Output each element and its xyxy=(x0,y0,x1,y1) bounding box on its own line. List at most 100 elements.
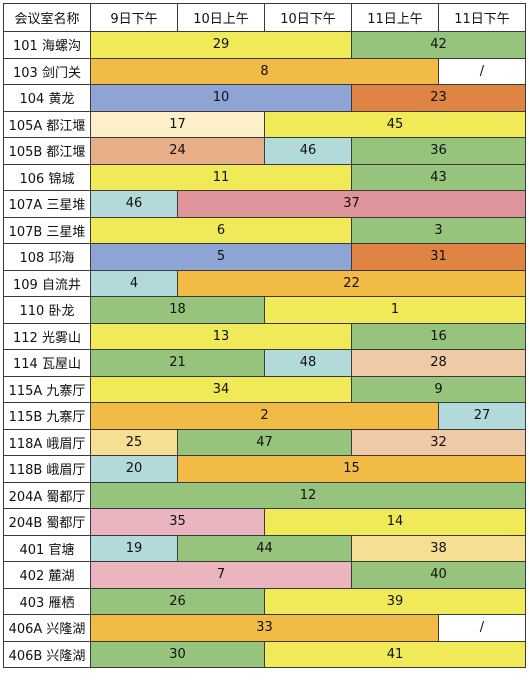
booking-segment-cell: 17 xyxy=(90,110,265,138)
booking-segment-cell: 29 xyxy=(90,31,352,59)
table-row: 402 麓湖 7 40 xyxy=(3,561,526,589)
room-name-cell: 115A 九寨厅 xyxy=(3,375,91,403)
table-row: 204B 蜀都厅 35 14 xyxy=(3,508,526,536)
table-row: 115A 九寨厅 34 9 xyxy=(3,375,526,403)
header-row: 会议室名称 9日下午 10日上午 10日下午 11日上午 11日下午 xyxy=(3,3,526,32)
room-name-cell: 401 官塘 xyxy=(3,534,91,562)
booking-segment-cell: 40 xyxy=(351,561,526,589)
booking-segment-cell: 37 xyxy=(177,190,526,218)
booking-segment-cell: 6 xyxy=(90,216,352,244)
booking-segment-cell: 3 xyxy=(351,216,526,244)
room-name-cell: 406B 兴隆湖 xyxy=(3,640,91,668)
booking-segment-cell: 19 xyxy=(90,534,178,562)
booking-segment-cell: 28 xyxy=(351,349,526,377)
booking-segment-cell: 26 xyxy=(90,587,265,615)
booking-segment-cell: 21 xyxy=(90,349,265,377)
table-row: 107B 三星堆 6 3 xyxy=(3,216,526,244)
booking-segment-cell: 48 xyxy=(264,349,352,377)
booking-segment-cell: 23 xyxy=(351,84,526,112)
booking-segment-cell: 46 xyxy=(264,137,352,165)
booking-segment-cell: 35 xyxy=(90,508,265,536)
booking-segment-cell: 8 xyxy=(90,57,439,85)
booking-segment-cell: 12 xyxy=(90,481,526,509)
table-header: 会议室名称 9日下午 10日上午 10日下午 11日上午 11日下午 xyxy=(3,3,526,32)
header-slot-11-am: 11日上午 xyxy=(351,3,439,32)
header-room-name: 会议室名称 xyxy=(3,3,91,32)
room-name-cell: 107B 三星堆 xyxy=(3,216,91,244)
booking-segment-cell: 27 xyxy=(438,402,526,430)
table-row: 110 卧龙 18 1 xyxy=(3,296,526,324)
table-row: 204A 蜀都厅 12 xyxy=(3,481,526,509)
booking-segment-cell: / xyxy=(438,614,526,642)
table-row: 101 海螺沟 29 42 xyxy=(3,31,526,59)
table-row: 406A 兴隆湖 33/ xyxy=(3,614,526,642)
header-slot-10-am: 10日上午 xyxy=(177,3,265,32)
room-name-cell: 103 剑门关 xyxy=(3,57,91,85)
booking-segment-cell: 30 xyxy=(90,640,265,668)
meeting-room-schedule-table: 会议室名称 9日下午 10日上午 10日下午 11日上午 11日下午 101 海… xyxy=(3,3,526,668)
booking-segment-cell: 13 xyxy=(90,322,352,350)
table-row: 118B 峨眉厅 20 15 xyxy=(3,455,526,483)
room-name-cell: 105A 都江堰 xyxy=(3,110,91,138)
table-row: 104 黄龙 10 23 xyxy=(3,84,526,112)
table-body: 101 海螺沟 29 42 103 剑门关 8/104 黄龙 10 23 105A 都江堰 17… xyxy=(3,31,526,668)
booking-segment-cell: 18 xyxy=(90,296,265,324)
header-slot-9-pm: 9日下午 xyxy=(90,3,178,32)
table-row: 105B 都江堰 24 46 36 xyxy=(3,137,526,165)
room-name-cell: 114 瓦屋山 xyxy=(3,349,91,377)
room-name-cell: 106 锦城 xyxy=(3,163,91,191)
booking-segment-cell: 47 xyxy=(177,428,352,456)
booking-segment-cell: 41 xyxy=(264,640,526,668)
table-row: 401 官塘 19 44 38 xyxy=(3,534,526,562)
booking-segment-cell: 32 xyxy=(351,428,526,456)
room-name-cell: 402 麓湖 xyxy=(3,561,91,589)
room-name-cell: 204B 蜀都厅 xyxy=(3,508,91,536)
booking-segment-cell: 14 xyxy=(264,508,526,536)
booking-segment-cell: 22 xyxy=(177,269,526,297)
table-row: 106 锦城 11 43 xyxy=(3,163,526,191)
table-row: 107A 三星堆 46 37 xyxy=(3,190,526,218)
booking-segment-cell: 31 xyxy=(351,243,526,271)
booking-segment-cell: / xyxy=(438,57,526,85)
booking-segment-cell: 9 xyxy=(351,375,526,403)
booking-segment-cell: 5 xyxy=(90,243,352,271)
room-name-cell: 108 邛海 xyxy=(3,243,91,271)
booking-segment-cell: 16 xyxy=(351,322,526,350)
booking-segment-cell: 39 xyxy=(264,587,526,615)
room-name-cell: 110 卧龙 xyxy=(3,296,91,324)
room-name-cell: 112 光雾山 xyxy=(3,322,91,350)
room-name-cell: 107A 三星堆 xyxy=(3,190,91,218)
booking-segment-cell: 34 xyxy=(90,375,352,403)
room-name-cell: 118A 峨眉厅 xyxy=(3,428,91,456)
booking-segment-cell: 43 xyxy=(351,163,526,191)
table-row: 115B 九寨厅 2 27 xyxy=(3,402,526,430)
table-row: 406B 兴隆湖 30 41 xyxy=(3,640,526,668)
room-name-cell: 109 自流井 xyxy=(3,269,91,297)
booking-segment-cell: 24 xyxy=(90,137,265,165)
room-name-cell: 403 雁栖 xyxy=(3,587,91,615)
booking-segment-cell: 46 xyxy=(90,190,178,218)
booking-segment-cell: 20 xyxy=(90,455,178,483)
booking-segment-cell: 36 xyxy=(351,137,526,165)
header-slot-10-pm: 10日下午 xyxy=(264,3,352,32)
booking-segment-cell: 7 xyxy=(90,561,352,589)
room-name-cell: 204A 蜀都厅 xyxy=(3,481,91,509)
booking-segment-cell: 33 xyxy=(90,614,439,642)
booking-segment-cell: 11 xyxy=(90,163,352,191)
booking-segment-cell: 2 xyxy=(90,402,439,430)
table-row: 112 光雾山 13 16 xyxy=(3,322,526,350)
booking-segment-cell: 10 xyxy=(90,84,352,112)
room-name-cell: 115B 九寨厅 xyxy=(3,402,91,430)
booking-segment-cell: 25 xyxy=(90,428,178,456)
room-name-cell: 118B 峨眉厅 xyxy=(3,455,91,483)
booking-segment-cell: 38 xyxy=(351,534,526,562)
room-name-cell: 104 黄龙 xyxy=(3,84,91,112)
table-row: 105A 都江堰 17 45 xyxy=(3,110,526,138)
booking-segment-cell: 45 xyxy=(264,110,526,138)
table-row: 109 自流井 4 22 xyxy=(3,269,526,297)
table-row: 114 瓦屋山 21 48 28 xyxy=(3,349,526,377)
room-name-cell: 105B 都江堰 xyxy=(3,137,91,165)
table-row: 108 邛海 5 31 xyxy=(3,243,526,271)
header-slot-11-pm: 11日下午 xyxy=(438,3,526,32)
room-name-cell: 406A 兴隆湖 xyxy=(3,614,91,642)
